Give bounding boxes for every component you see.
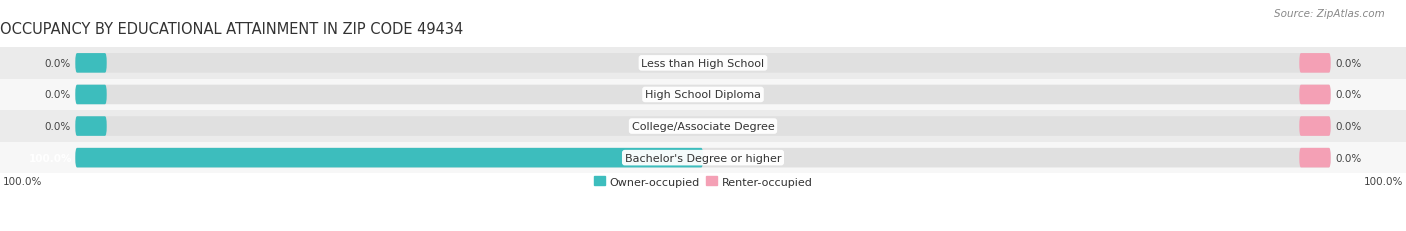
- Text: Less than High School: Less than High School: [641, 59, 765, 69]
- Text: 100.0%: 100.0%: [1364, 176, 1403, 187]
- Text: 0.0%: 0.0%: [44, 122, 70, 131]
- Text: 0.0%: 0.0%: [44, 90, 70, 100]
- FancyBboxPatch shape: [1299, 148, 1330, 168]
- Bar: [0, 48, 1406, 79]
- Text: 0.0%: 0.0%: [1336, 59, 1362, 69]
- Legend: Owner-occupied, Renter-occupied: Owner-occupied, Renter-occupied: [589, 172, 817, 191]
- FancyBboxPatch shape: [1299, 54, 1330, 73]
- FancyBboxPatch shape: [76, 117, 1330, 136]
- Text: 0.0%: 0.0%: [1336, 122, 1362, 131]
- FancyBboxPatch shape: [1299, 85, 1330, 105]
- Text: OCCUPANCY BY EDUCATIONAL ATTAINMENT IN ZIP CODE 49434: OCCUPANCY BY EDUCATIONAL ATTAINMENT IN Z…: [0, 22, 463, 37]
- Bar: [0, 111, 1406, 142]
- Text: 0.0%: 0.0%: [1336, 153, 1362, 163]
- FancyBboxPatch shape: [76, 117, 107, 136]
- FancyBboxPatch shape: [1299, 117, 1330, 136]
- Text: College/Associate Degree: College/Associate Degree: [631, 122, 775, 131]
- Text: Bachelor's Degree or higher: Bachelor's Degree or higher: [624, 153, 782, 163]
- Bar: [0, 142, 1406, 174]
- FancyBboxPatch shape: [76, 148, 703, 168]
- FancyBboxPatch shape: [76, 85, 1330, 105]
- Text: 0.0%: 0.0%: [1336, 90, 1362, 100]
- FancyBboxPatch shape: [76, 54, 1330, 73]
- Text: 100.0%: 100.0%: [3, 176, 42, 187]
- Text: 100.0%: 100.0%: [28, 153, 72, 163]
- Bar: [0, 79, 1406, 111]
- Text: Source: ZipAtlas.com: Source: ZipAtlas.com: [1274, 9, 1385, 19]
- Text: High School Diploma: High School Diploma: [645, 90, 761, 100]
- Text: 0.0%: 0.0%: [44, 59, 70, 69]
- FancyBboxPatch shape: [76, 85, 107, 105]
- FancyBboxPatch shape: [76, 54, 107, 73]
- FancyBboxPatch shape: [76, 148, 1330, 168]
